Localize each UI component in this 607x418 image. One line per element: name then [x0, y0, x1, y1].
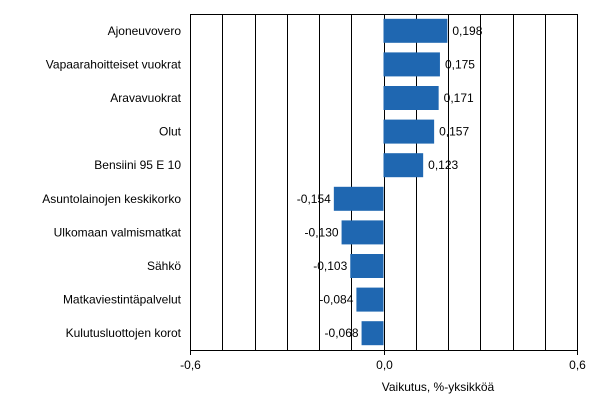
bar — [383, 86, 439, 110]
data-label: 0,157 — [439, 125, 469, 139]
data-label: -0,130 — [305, 225, 339, 239]
category-label: Bensiini 95 E 10 — [94, 158, 181, 172]
category-label: Ulkomaan valmismatkat — [54, 225, 182, 239]
bar — [383, 18, 448, 43]
x-tick-label: -0,6 — [180, 358, 201, 372]
category-label: Ajoneuvovero — [108, 24, 182, 38]
data-label: 0,171 — [444, 91, 474, 105]
value-labels: 0,198 0,175 0,171 0,157 0,123 -0,154 -0,130 -0,… — [297, 24, 483, 340]
data-label: -0,084 — [319, 293, 353, 307]
bar — [341, 220, 384, 245]
data-label: 0,123 — [428, 158, 458, 172]
bar — [383, 119, 435, 144]
category-label: Vapaarahoitteiset vuokrat — [46, 57, 182, 71]
bars — [333, 18, 448, 346]
data-label: -0,068 — [325, 326, 359, 340]
category-label: Sähkö — [147, 259, 181, 273]
x-tick-label: 0,0 — [376, 358, 393, 372]
bar — [383, 153, 424, 178]
category-labels: Ajoneuvovero Vapaarahoitteiset vuokrat Ara… — [42, 24, 181, 340]
x-axis-title: Vaikutus, %-yksikköä — [382, 380, 495, 394]
category-label: Asuntolainojen keskikorko — [42, 192, 181, 206]
data-label: 0,198 — [452, 24, 482, 38]
category-label: Matkaviestintäpalvelut — [63, 293, 182, 307]
category-label: Aravavuokrat — [110, 91, 181, 105]
category-label: Olut — [159, 125, 182, 139]
data-label: 0,175 — [445, 57, 475, 71]
x-tick-label: 0,6 — [569, 358, 586, 372]
x-axis-ticks: -0,6 0,0 0,6 — [180, 350, 586, 372]
bar — [383, 52, 440, 77]
bar — [361, 321, 384, 346]
data-label: -0,154 — [297, 192, 331, 206]
category-label: Kulutusluottojen korot — [66, 326, 182, 340]
bar — [356, 287, 384, 312]
bar — [333, 186, 384, 211]
bar — [350, 254, 384, 278]
data-label: -0,103 — [313, 259, 347, 273]
